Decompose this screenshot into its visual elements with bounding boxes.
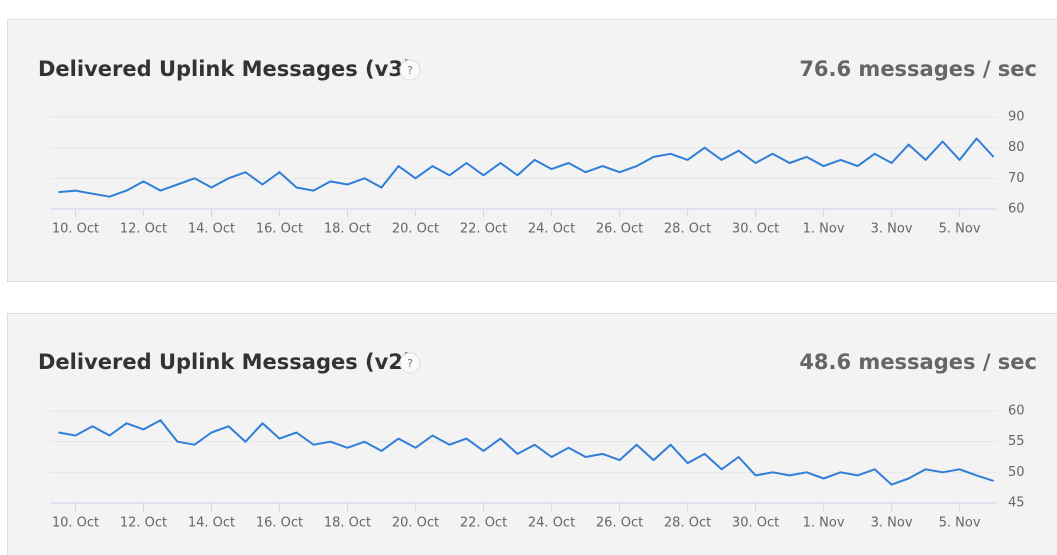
x-tick-label: 14. Oct [188, 516, 235, 531]
panel-header: Delivered Uplink Messages (v3) ? 76.6 me… [38, 57, 1037, 81]
data-line [58, 419, 994, 486]
panel-title: Delivered Uplink Messages (v2) [38, 350, 413, 374]
y-tick-label: 80 [1008, 140, 1025, 155]
data-line [58, 137, 995, 198]
x-tick-label: 10. Oct [52, 222, 99, 237]
x-tick-label: 22. Oct [460, 516, 507, 531]
y-tick-label: 55 [1008, 434, 1025, 449]
x-tick-label: 5. Nov [939, 516, 981, 531]
x-tick-label: 16. Oct [256, 516, 303, 531]
x-tick-label: 26. Oct [596, 222, 643, 237]
x-tick-label: 20. Oct [392, 222, 439, 237]
x-tick-label: 20. Oct [392, 516, 439, 531]
panel-header: Delivered Uplink Messages (v2) ? 48.6 me… [38, 350, 1037, 374]
help-icon[interactable] [399, 59, 421, 81]
x-tick-label: 18. Oct [324, 222, 371, 237]
y-tick-label: 50 [1008, 465, 1025, 480]
x-tick-label: 28. Oct [664, 516, 711, 531]
x-tick-label: 3. Nov [871, 516, 913, 531]
x-tick-label: 5. Nov [939, 222, 981, 237]
help-icon[interactable] [399, 352, 421, 374]
panel-title: Delivered Uplink Messages (v3) [38, 57, 413, 81]
y-tick-label: 60 [1008, 404, 1025, 419]
x-tick-label: 10. Oct [52, 516, 99, 531]
help-text[interactable]: ? [407, 357, 413, 370]
y-tick-label: 60 [1008, 202, 1025, 217]
y-tick-label: 70 [1008, 171, 1025, 186]
summary-value: 48.6 messages / sec [799, 350, 1037, 374]
help-text[interactable]: ? [407, 64, 413, 77]
x-tick-label: 14. Oct [188, 222, 235, 237]
x-tick-label: 26. Oct [596, 516, 643, 531]
y-tick-label: 45 [1008, 496, 1025, 511]
x-tick-label: 3. Nov [871, 222, 913, 237]
x-tick-label: 22. Oct [460, 222, 507, 237]
x-tick-label: 12. Oct [120, 222, 167, 237]
x-tick-label: 24. Oct [528, 516, 575, 531]
x-tick-label: 1. Nov [803, 516, 845, 531]
x-tick-label: 12. Oct [120, 516, 167, 531]
panel [7, 19, 1057, 282]
summary-value: 76.6 messages / sec [799, 57, 1037, 81]
x-tick-label: 1. Nov [803, 222, 845, 237]
x-tick-label: 18. Oct [324, 516, 371, 531]
x-tick-label: 30. Oct [732, 516, 779, 531]
panel [7, 313, 1057, 555]
x-tick-label: 24. Oct [528, 222, 575, 237]
y-tick-label: 90 [1008, 110, 1025, 125]
x-tick-label: 28. Oct [664, 222, 711, 237]
x-tick-label: 16. Oct [256, 222, 303, 237]
x-tick-label: 30. Oct [732, 222, 779, 237]
